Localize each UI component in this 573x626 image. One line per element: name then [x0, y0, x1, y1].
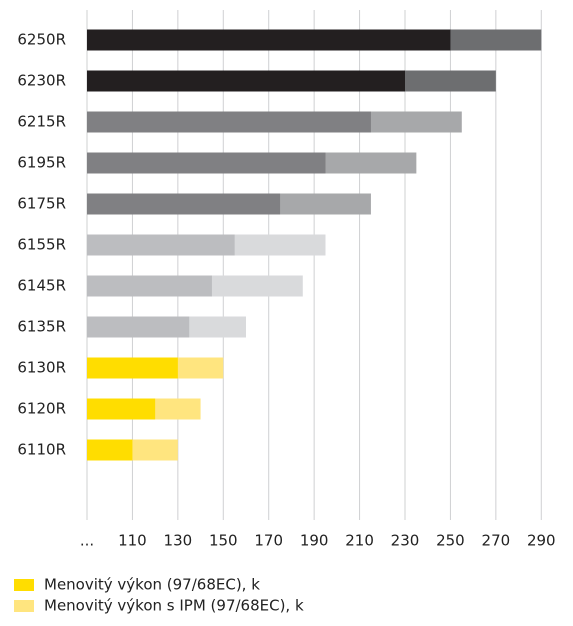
bar [87, 316, 190, 338]
bar [87, 357, 178, 379]
y-tick-label: 6130R [17, 359, 66, 377]
y-tick-label: 6120R [17, 400, 66, 418]
y-tick-label: 6155R [17, 236, 66, 254]
legend-swatch [14, 600, 34, 612]
y-tick-label: 6230R [17, 72, 66, 90]
bar [87, 275, 212, 297]
bar [87, 29, 451, 51]
legend-label: Menovitý výkon s IPM (97/68EC), k [44, 597, 304, 615]
bar [87, 70, 405, 92]
y-tick-label: 6215R [17, 113, 66, 131]
legend-swatch [14, 579, 34, 591]
y-tick-label: 6110R [17, 441, 66, 459]
bar [87, 398, 156, 420]
x-tick-label: 250 [436, 532, 465, 550]
bar [87, 234, 235, 256]
y-tick-label: 6145R [17, 277, 66, 295]
bar [87, 152, 326, 174]
y-tick-label: 6135R [17, 318, 66, 336]
x-tick-label: ... [80, 532, 94, 550]
x-tick-label: 190 [300, 532, 329, 550]
x-tick-label: 230 [391, 532, 420, 550]
x-tick-label: 130 [164, 532, 193, 550]
x-tick-label: 110 [118, 532, 147, 550]
x-tick-label: 290 [527, 532, 556, 550]
x-tick-label: 210 [345, 532, 374, 550]
x-tick-label: 270 [482, 532, 511, 550]
y-tick-label: 6195R [17, 154, 66, 172]
y-tick-label: 6250R [17, 31, 66, 49]
bar [87, 439, 133, 461]
legend-label: Menovitý výkon (97/68EC), k [44, 576, 260, 594]
y-tick-label: 6175R [17, 195, 66, 213]
x-tick-label: 170 [254, 532, 283, 550]
bar [87, 193, 281, 215]
bar [87, 111, 371, 133]
x-tick-label: 150 [209, 532, 238, 550]
